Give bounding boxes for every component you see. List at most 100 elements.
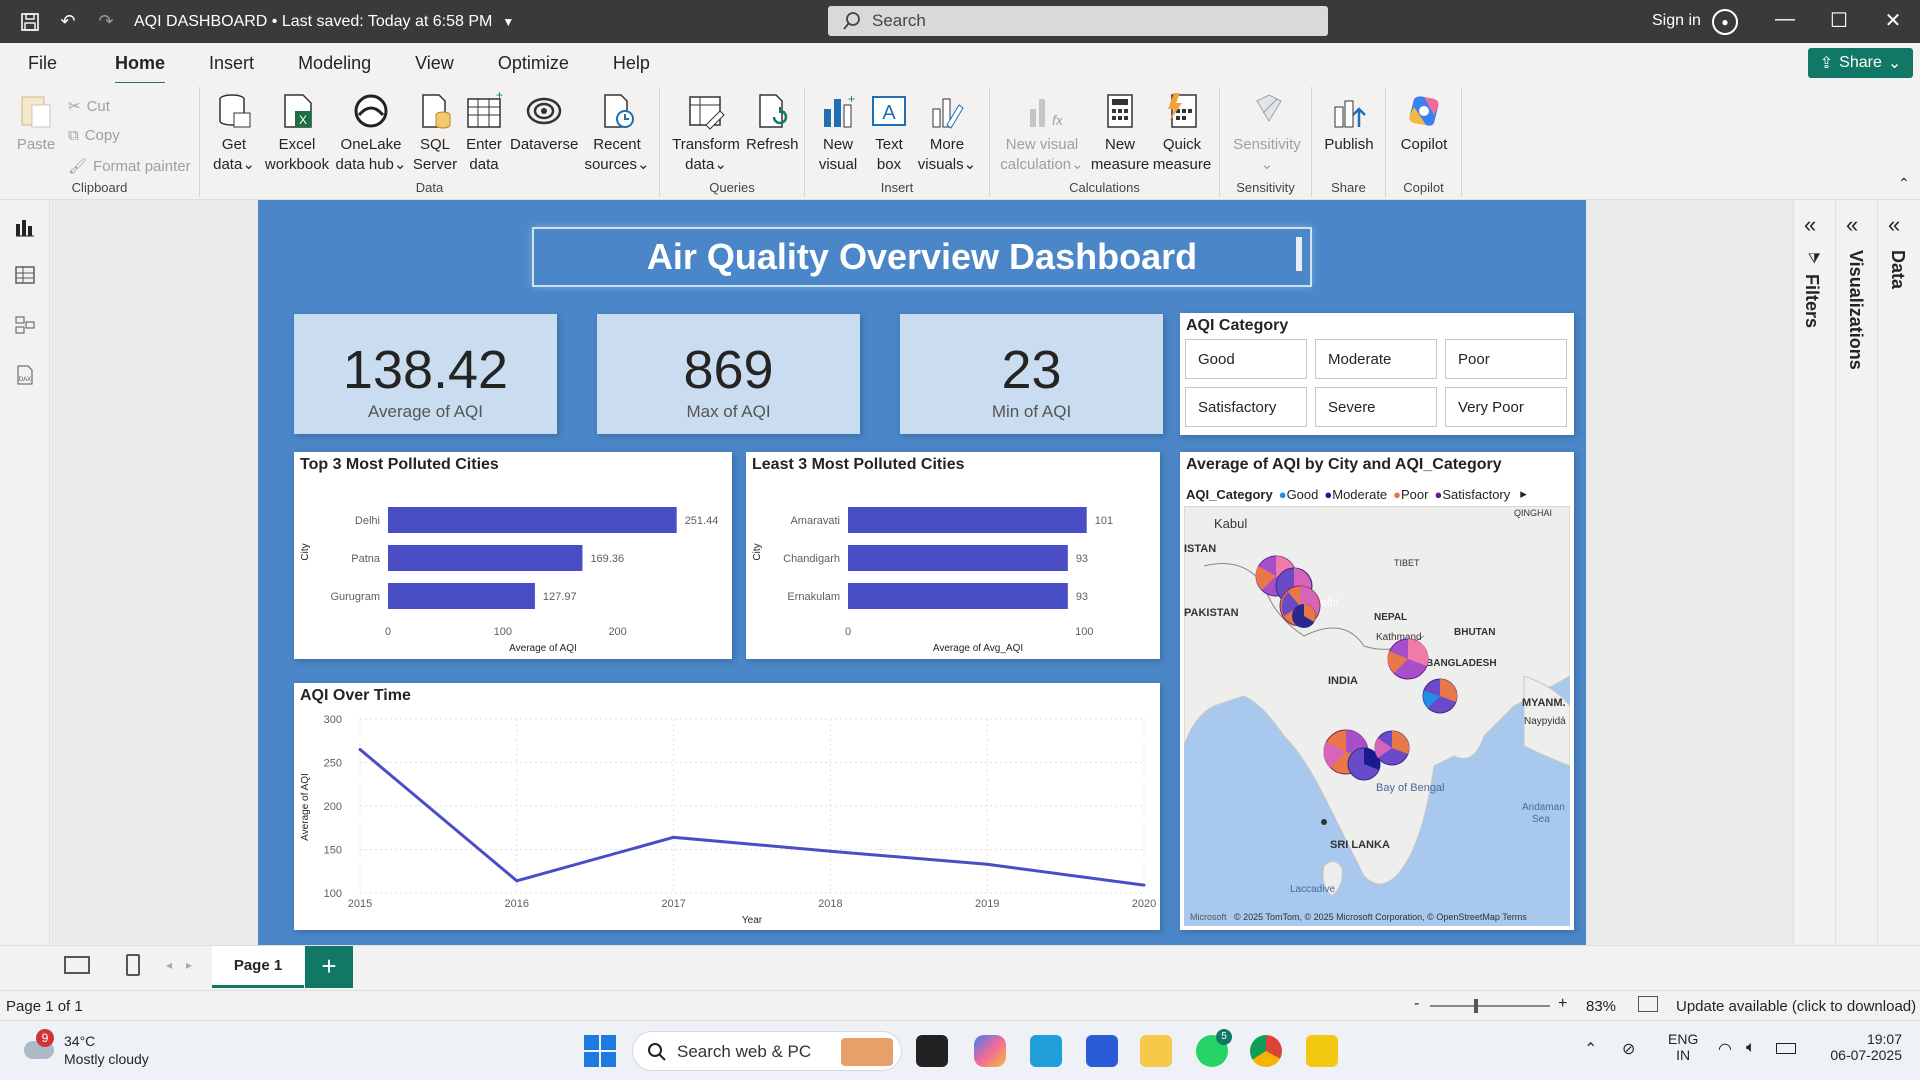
legend-moderate[interactable]: ●Moderate <box>1324 486 1388 502</box>
save-icon[interactable] <box>16 8 44 36</box>
excel-workbook-button[interactable]: X Excel workbook <box>262 91 332 175</box>
new-visual-calculation-button[interactable]: fx New visual calculation⌄ <box>998 91 1086 175</box>
format-painter-button[interactable]: 🖌 Format painter <box>68 157 191 176</box>
battery-icon[interactable] <box>1776 1043 1796 1054</box>
cut-button[interactable]: ✂ Cut <box>68 97 110 116</box>
slicer-option-satisfactory[interactable]: Satisfactory <box>1185 387 1307 427</box>
slicer-option-severe[interactable]: Severe <box>1315 387 1437 427</box>
taskbar-app-terminal-icon[interactable] <box>916 1035 948 1067</box>
update-available-link[interactable]: Update available (click to download) <box>1676 998 1917 1015</box>
dax-query-view-icon[interactable]: DAX <box>14 364 36 386</box>
slicer-option-moderate[interactable]: Moderate <box>1315 339 1437 379</box>
refresh-button[interactable]: Refresh <box>746 91 799 155</box>
map-svg[interactable]: Kabul ISTAN PAKISTAN TIBET NEPAL Kathman… <box>1184 506 1570 926</box>
map-copyright[interactable]: © 2025 TomTom, © 2025 Microsoft Corporat… <box>1234 912 1527 922</box>
avatar-icon[interactable]: ● <box>1712 9 1738 35</box>
page-tab-1[interactable]: Page 1 <box>212 946 304 988</box>
desktop-layout-icon[interactable] <box>64 956 90 974</box>
get-data-button[interactable]: Get data⌄ <box>210 91 258 175</box>
share-button[interactable]: ⇪ Share ⌄ <box>1808 48 1913 78</box>
kpi-card-average[interactable]: 138.42 Average of AQI <box>294 314 557 434</box>
prev-page-icon[interactable]: ◂ <box>166 958 173 972</box>
taskbar-app-copilot-icon[interactable] <box>974 1035 1006 1067</box>
zoom-level[interactable]: 83% <box>1586 998 1617 1015</box>
menu-file[interactable]: File <box>28 52 58 73</box>
taskbar-app-whatsapp-icon[interactable]: 5 <box>1196 1029 1232 1067</box>
data-pane[interactable]: « Data <box>1877 200 1920 945</box>
search-box[interactable]: Search <box>828 6 1328 36</box>
show-hidden-icons[interactable]: ⌃ <box>1584 1041 1598 1058</box>
recent-sources-button[interactable]: Recent sources⌄ <box>582 91 652 175</box>
pie-marker-kolkata[interactable] <box>1422 678 1458 714</box>
slicer-option-very-poor[interactable]: Very Poor <box>1445 387 1567 427</box>
slicer-option-good[interactable]: Good <box>1185 339 1307 379</box>
chevron-down-icon[interactable]: ▼ <box>502 14 515 29</box>
publish-button[interactable]: Publish <box>1320 91 1378 155</box>
sign-in-link[interactable]: Sign in <box>1652 12 1701 29</box>
copy-button[interactable]: ⧉ Copy <box>68 127 120 144</box>
zoom-in-button[interactable]: + <box>1558 995 1568 1012</box>
new-measure-button[interactable]: New measure <box>1090 91 1150 175</box>
visualizations-pane[interactable]: « Visualizations <box>1835 200 1877 945</box>
start-button[interactable] <box>584 1035 616 1067</box>
table-view-icon[interactable] <box>14 264 36 286</box>
dataverse-button[interactable]: Dataverse <box>510 91 578 155</box>
pie-marker-north-3[interactable] <box>1292 604 1316 628</box>
copilot-button[interactable]: Copilot <box>1394 91 1454 155</box>
legend-poor[interactable]: ●Poor <box>1393 486 1429 502</box>
expand-filters-icon[interactable]: « <box>1804 212 1817 237</box>
taskbar-app-explorer-icon[interactable] <box>1140 1035 1172 1067</box>
taskbar-app-powerbi-icon[interactable] <box>1306 1035 1338 1067</box>
sensitivity-button[interactable]: Sensitivity ⌄ <box>1228 91 1306 175</box>
top3-bar-chart[interactable]: Top 3 Most Polluted Cities Delhi 251.44 Pa… <box>294 452 732 659</box>
onelake-data-hub-button[interactable]: OneLake data hub⌄ <box>334 91 408 175</box>
clock[interactable]: 19:07 06-07-2025 <box>1812 1031 1902 1063</box>
wifi-icon[interactable]: ◠ <box>1718 1041 1732 1058</box>
menu-insert[interactable]: Insert <box>209 52 255 73</box>
redo-icon[interactable]: ↷ <box>98 11 114 31</box>
expand-visualizations-icon[interactable]: « <box>1846 212 1859 237</box>
legend-satisfactory[interactable]: ●Satisfactory <box>1434 486 1511 502</box>
kpi-card-max[interactable]: 869 Max of AQI <box>597 314 860 434</box>
zoom-slider[interactable] <box>1430 999 1550 1013</box>
quick-measure-button[interactable]: Quick measure <box>1150 91 1214 175</box>
aqi-map-chart[interactable]: Average of AQI by City and AQI_Category … <box>1180 452 1574 930</box>
slicer-option-poor[interactable]: Poor <box>1445 339 1567 379</box>
add-page-button[interactable]: + <box>305 946 353 988</box>
collapse-ribbon-icon[interactable]: ⌃ <box>1898 175 1910 191</box>
taskbar-app-store-icon[interactable] <box>1086 1035 1118 1067</box>
language-indicator[interactable]: ENG IN <box>1668 1031 1698 1063</box>
weather-widget[interactable]: 9 34°C Mostly cloudy <box>22 1029 182 1073</box>
menu-optimize[interactable]: Optimize <box>497 52 569 73</box>
next-page-icon[interactable]: ▸ <box>186 958 193 972</box>
transform-data-button[interactable]: Transform data⌄ <box>670 91 742 175</box>
undo-icon[interactable]: ↶ <box>60 11 76 31</box>
menu-home[interactable]: Home <box>107 49 173 85</box>
volume-icon[interactable]: 🔈︎ <box>1746 1039 1756 1056</box>
sql-server-button[interactable]: SQL Server <box>412 91 458 175</box>
menu-modeling[interactable]: Modeling <box>298 52 372 73</box>
paste-button[interactable]: Paste <box>14 91 58 155</box>
fit-to-page-icon[interactable] <box>1638 996 1658 1012</box>
aqi-over-time-chart[interactable]: AQI Over Time 100 150 200 250 300 2015 2016 201… <box>294 683 1160 930</box>
city-point[interactable] <box>1321 819 1327 825</box>
pie-marker-east-coast[interactable] <box>1374 730 1410 766</box>
mobile-layout-icon[interactable] <box>126 954 140 976</box>
taskbar-app-desktop-icon[interactable] <box>1030 1035 1062 1067</box>
new-visual-button[interactable]: + New visual <box>818 92 858 173</box>
more-visuals-button[interactable]: More visuals⌄ <box>915 91 979 175</box>
dashboard-title[interactable]: Air Quality Overview Dashboard <box>532 227 1312 287</box>
zoom-slider-thumb[interactable] <box>1474 999 1478 1013</box>
zoom-out-button[interactable]: - <box>1414 995 1420 1012</box>
menu-help[interactable]: Help <box>612 52 650 73</box>
expand-data-icon[interactable]: « <box>1888 212 1901 237</box>
enter-data-button[interactable]: + Enter data <box>462 91 506 175</box>
legend-good[interactable]: ●Good <box>1278 486 1319 502</box>
taskbar-search[interactable]: Search web & PC <box>632 1031 902 1071</box>
pie-marker-patna[interactable] <box>1387 638 1429 680</box>
text-box-button[interactable]: A Text box <box>867 91 911 175</box>
maximize-icon[interactable]: ☐ <box>1830 10 1848 32</box>
menu-view[interactable]: View <box>415 52 454 73</box>
filters-pane[interactable]: « ⧩ Filters <box>1793 200 1835 945</box>
report-view-icon[interactable] <box>14 216 36 238</box>
